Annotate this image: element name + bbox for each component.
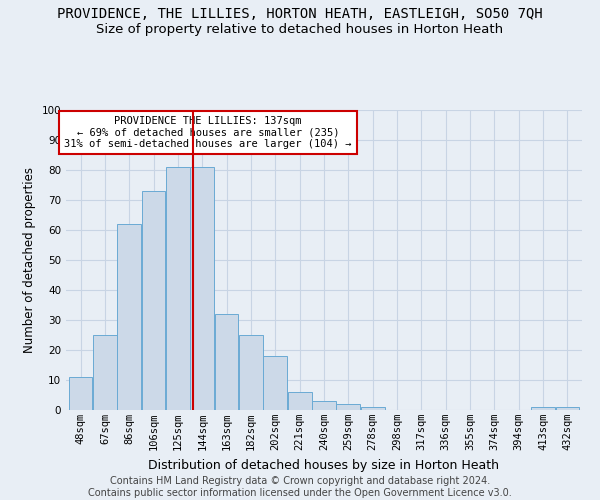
Bar (531, 407, 555, 410)
Bar (288, 392, 311, 410)
Bar (239, 335, 263, 410)
Bar (93, 335, 117, 410)
Bar (312, 401, 336, 410)
Bar (69, 377, 92, 410)
Bar (215, 314, 238, 410)
Bar (142, 191, 166, 410)
Text: Contains HM Land Registry data © Crown copyright and database right 2024.
Contai: Contains HM Land Registry data © Crown c… (88, 476, 512, 498)
Y-axis label: Number of detached properties: Number of detached properties (23, 167, 36, 353)
Bar (361, 407, 385, 410)
Text: PROVIDENCE THE LILLIES: 137sqm
← 69% of detached houses are smaller (235)
31% of: PROVIDENCE THE LILLIES: 137sqm ← 69% of … (64, 116, 352, 149)
Text: PROVIDENCE, THE LILLIES, HORTON HEATH, EASTLEIGH, SO50 7QH: PROVIDENCE, THE LILLIES, HORTON HEATH, E… (57, 8, 543, 22)
Bar (337, 404, 360, 410)
Bar (118, 224, 141, 410)
Bar (263, 356, 287, 410)
Bar (166, 167, 190, 410)
Bar (190, 167, 214, 410)
Bar (556, 407, 579, 410)
X-axis label: Distribution of detached houses by size in Horton Heath: Distribution of detached houses by size … (149, 458, 499, 471)
Text: Size of property relative to detached houses in Horton Heath: Size of property relative to detached ho… (97, 22, 503, 36)
